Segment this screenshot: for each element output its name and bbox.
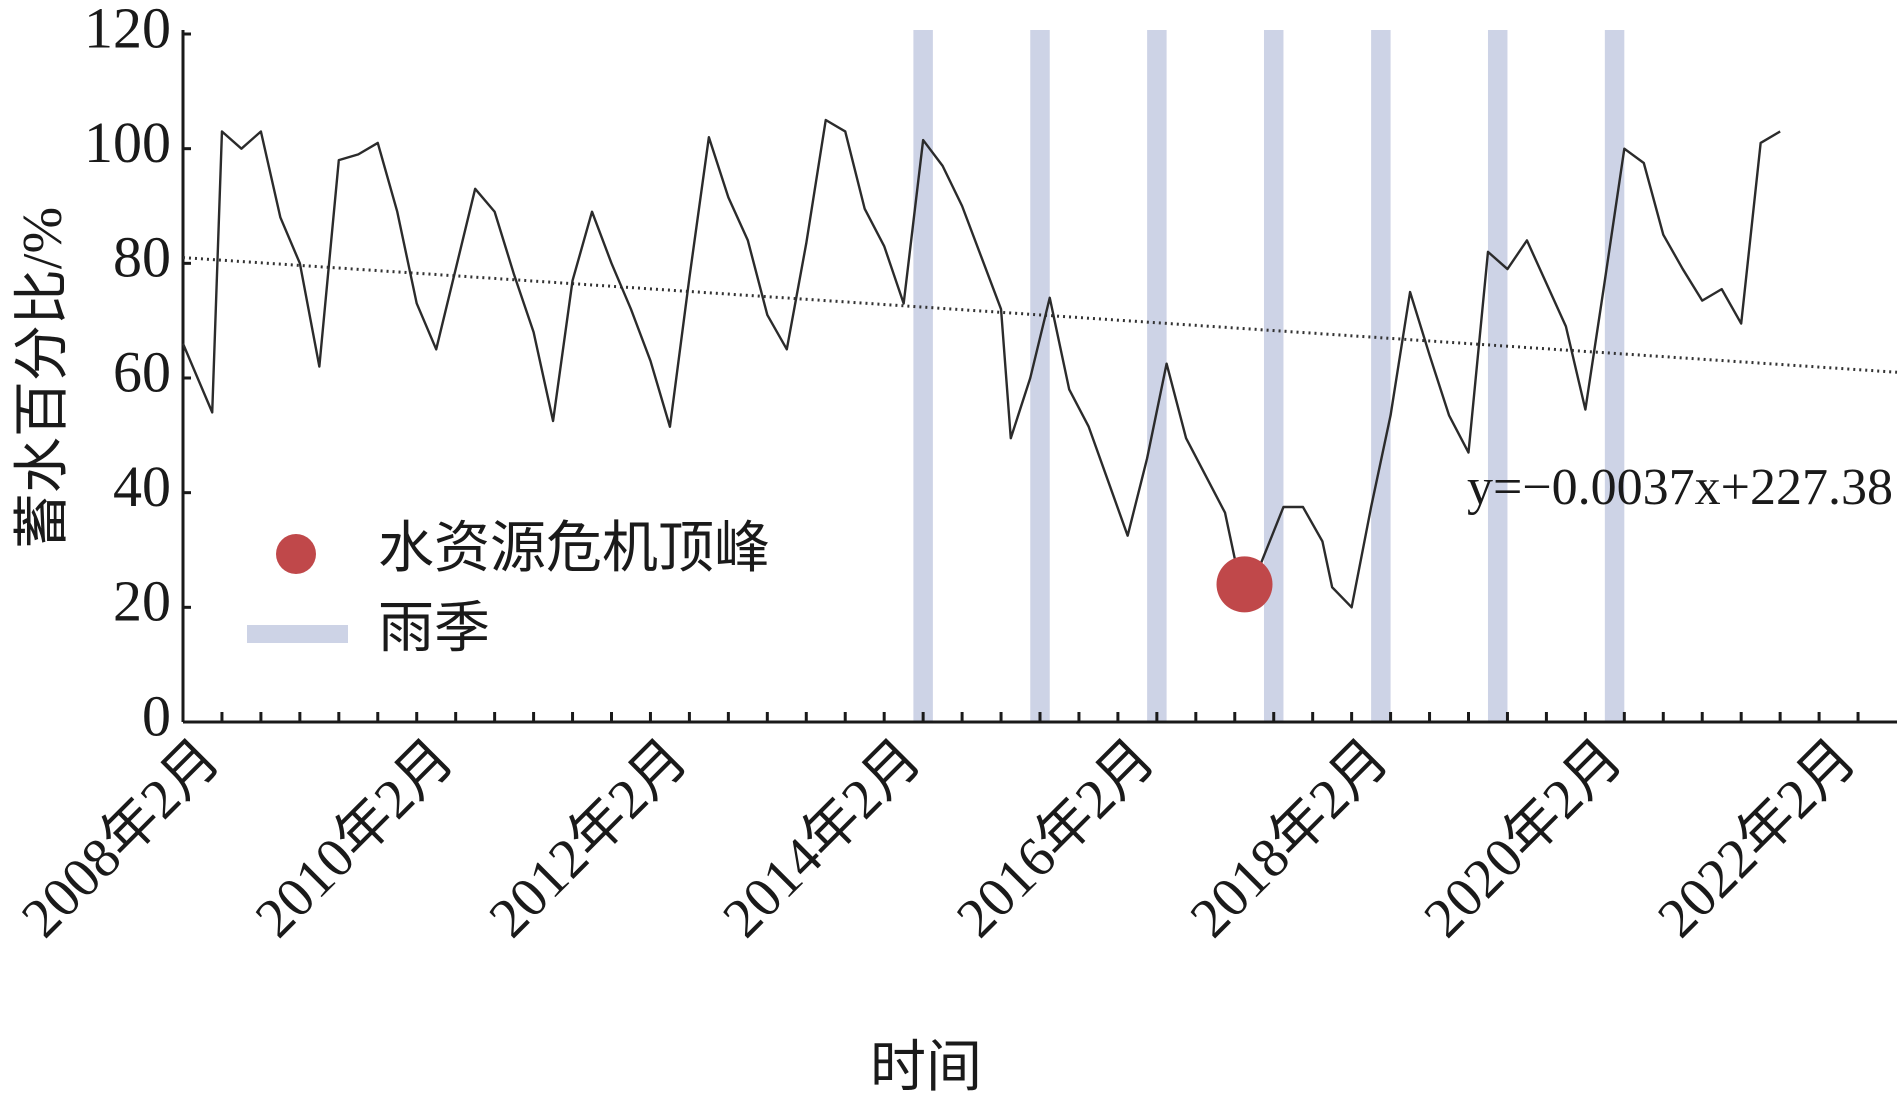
y-tick-label: 80 [113,225,171,290]
y-tick-label: 100 [84,110,171,175]
x-tick-label: 2008年2月 [10,727,232,949]
y-tick-label: 20 [113,569,171,634]
rain-season-band [1147,30,1167,722]
rain-season-band [1487,30,1508,722]
data-line [181,118,1781,609]
x-tick-label: 2010年2月 [244,727,466,949]
y-tick-label: 120 [84,0,171,60]
x-tick-label: 2012年2月 [478,727,700,949]
x-tick-label: 2022年2月 [1646,727,1868,949]
y-axis-label: 蓄水百分比/% [12,207,74,549]
x-axis-label: 时间 [870,1037,982,1099]
y-tick-label: 60 [113,339,171,404]
legend-crisis-label: 水资源危机顶峰 [378,518,770,580]
rain-season-band [1263,30,1284,722]
trend-equation: y=−0.0037x+227.38 [1467,459,1893,516]
y-tick-label: 0 [142,683,171,748]
x-tick-label: 2020年2月 [1413,727,1635,949]
rain-season-band [1371,30,1391,722]
legend-rain-label: 雨季 [378,598,490,660]
x-tick-label: 2018年2月 [1179,727,1401,949]
crisis-peak-marker [1216,556,1273,613]
rain-season-band [1604,30,1625,722]
x-tick-label: 2016年2月 [945,727,1167,949]
legend-crisis-swatch [276,534,316,574]
trend-line [182,256,1898,374]
x-tick-label: 2014年2月 [711,727,933,949]
rain-season-band [913,30,933,722]
rain-season-band [1030,30,1050,722]
y-tick-label: 40 [113,454,171,519]
